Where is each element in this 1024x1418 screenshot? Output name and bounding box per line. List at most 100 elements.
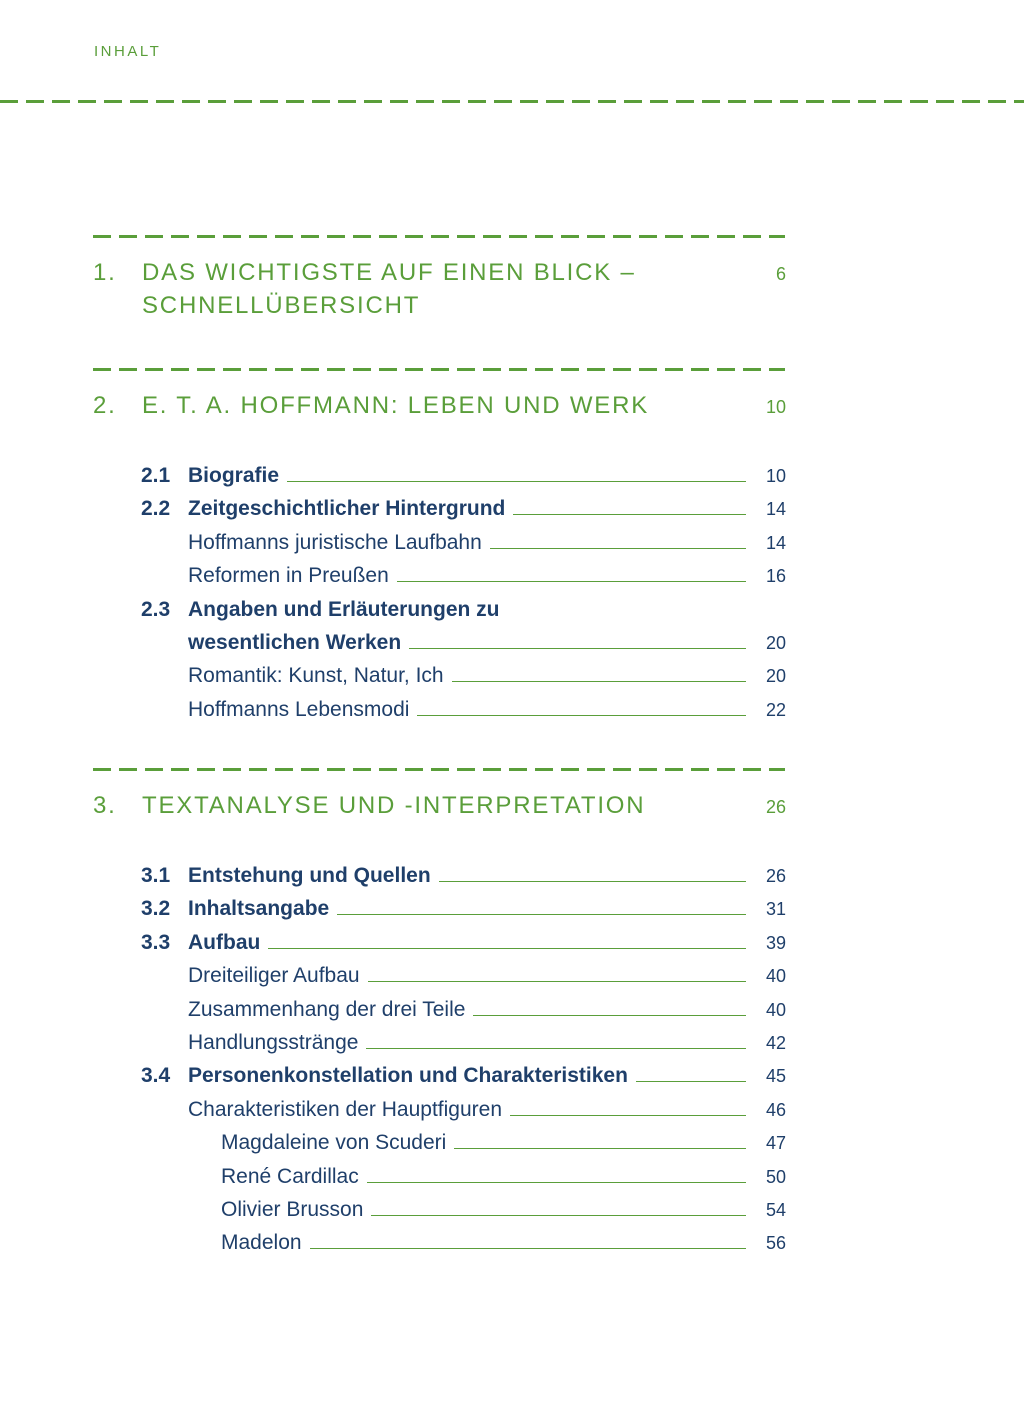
leader-line	[451, 681, 746, 683]
section-divider	[93, 768, 785, 771]
toc-entry[interactable]: 3.3 Aufbau 39	[141, 923, 786, 956]
entry-title: Hoffmanns Lebensmodi	[188, 697, 410, 721]
entry-title: Aufbau	[188, 930, 261, 954]
entry-number: 3.2	[141, 897, 171, 921]
entry-title: Dreiteiliger Aufbau	[188, 964, 360, 988]
entry-page-number: 39	[765, 932, 786, 953]
entry-title: Biografie	[188, 464, 280, 487]
entry-number: 3.4	[141, 1064, 171, 1088]
entry-page-number: 22	[765, 699, 786, 720]
entry-title: Madelon	[221, 1231, 302, 1255]
toc-entry[interactable]: Reformen in Preußen 16	[141, 556, 786, 589]
entry-title: Magdaleine von Scuderi	[221, 1131, 447, 1155]
toc-entry[interactable]: 3.4 Personenkonstellation und Charakteris…	[141, 1056, 786, 1089]
toc-entry[interactable]: 3.2 Inhaltsangabe 31	[141, 889, 786, 922]
section-page-number: 26	[765, 797, 786, 817]
toc-entry[interactable]: Madelon 56	[141, 1223, 786, 1256]
leader-line	[454, 1148, 746, 1150]
entry-page-number: 42	[765, 1033, 786, 1053]
toc-entry[interactable]: 2.1 Biografie 10	[141, 456, 786, 489]
toc-entry[interactable]: Romantik: Kunst, Natur, Ich 20	[141, 656, 786, 689]
header-divider	[0, 100, 1024, 103]
entry-page-number: 50	[765, 1166, 786, 1187]
section-title-line: SCHNELLÜBERSICHT	[142, 292, 421, 319]
entry-page-number: 47	[765, 1133, 786, 1154]
leader-line	[513, 514, 746, 516]
toc-entry[interactable]: Hoffmanns Lebensmodi 22	[141, 690, 786, 723]
section-page-number: 10	[765, 397, 786, 417]
entry-page-number: 40	[765, 999, 786, 1020]
entry-title: Handlungsstränge	[188, 1031, 359, 1054]
leader-line	[309, 1248, 746, 1250]
entry-title: Charakteristiken der Hauptfiguren	[188, 1097, 502, 1121]
section-page-number: 6	[775, 264, 786, 284]
entry-page-number: 46	[765, 1099, 786, 1120]
section-title-line: DAS WICHTIGSTE AUF EINEN BLICK –	[142, 259, 636, 286]
entry-title: Romantik: Kunst, Natur, Ich	[188, 664, 444, 688]
leader-line	[438, 881, 746, 882]
entry-title: Zeitgeschichtlicher Hintergrund	[188, 497, 506, 521]
toc-entry[interactable]: Charakteristiken der Hauptfiguren 46	[141, 1090, 786, 1123]
section-number: 1.	[93, 259, 117, 286]
entry-page-number: 26	[765, 866, 786, 886]
leader-line	[409, 648, 746, 649]
entry-page-number: 40	[765, 966, 786, 987]
entry-number: 2.1	[141, 464, 171, 487]
leader-line	[367, 981, 746, 983]
section-divider	[93, 368, 785, 371]
leader-line	[473, 1014, 746, 1016]
leader-line	[268, 947, 746, 949]
section-number: 3.	[93, 792, 117, 819]
toc-entry[interactable]: 3.1 Entstehung und Quellen 26	[141, 856, 786, 889]
entry-number: 2.3	[141, 597, 171, 621]
section-heading[interactable]: 2. E. T. A. HOFFMANN: LEBEN UND WERK 10	[93, 389, 786, 424]
toc-entry[interactable]: Handlungsstränge 42	[141, 1023, 786, 1056]
entry-title: Angaben und Erläuterungen zu	[188, 597, 500, 621]
entry-page-number: 10	[765, 466, 786, 486]
leader-line	[371, 1215, 746, 1216]
entry-number: 3.3	[141, 930, 171, 954]
toc-entry[interactable]: Dreiteiliger Aufbau 40	[141, 956, 786, 989]
entry-number: 3.1	[141, 864, 171, 887]
entry-title: Zusammenhang der drei Teile	[188, 997, 466, 1021]
leader-line	[635, 1081, 746, 1083]
section-title: E. T. A. HOFFMANN: LEBEN UND WERK	[142, 389, 766, 424]
entry-page-number: 14	[765, 532, 786, 553]
entry-page-number: 56	[765, 1233, 786, 1254]
entry-title: René Cardillac	[221, 1164, 359, 1188]
entry-title: wesentlichen Werken	[188, 631, 402, 654]
entry-number: 2.2	[141, 497, 171, 521]
section-title: TEXTANALYSE UND -INTERPRETATION	[142, 789, 766, 824]
toc-entry[interactable]: Zusammenhang der drei Teile 40	[141, 990, 786, 1023]
section-divider	[93, 235, 785, 238]
entry-title: Personenkonstellation und Charakteristik…	[188, 1064, 628, 1088]
entry-page-number: 20	[765, 633, 786, 653]
leader-line	[417, 714, 746, 716]
entry-page-number: 31	[765, 899, 786, 920]
section-heading[interactable]: 3. TEXTANALYSE UND -INTERPRETATION 26	[93, 789, 786, 824]
entry-page-number: 20	[765, 666, 786, 687]
entry-title: Olivier Brusson	[221, 1198, 364, 1221]
section-title-line: TEXTANALYSE UND -INTERPRETATION	[142, 792, 646, 819]
toc-entry[interactable]: René Cardillac 50	[141, 1157, 786, 1190]
toc-entry[interactable]: Hoffmanns juristische Laufbahn 14	[141, 523, 786, 556]
leader-line	[510, 1114, 746, 1116]
toc-entry[interactable]: Magdaleine von Scuderi 47	[141, 1123, 786, 1156]
toc-entry[interactable]: wesentlichen Werken 20	[141, 623, 786, 656]
toc-entry[interactable]: 2.3 Angaben und Erläuterungen zu	[141, 590, 786, 623]
section-title: DAS WICHTIGSTE AUF EINEN BLICK – SCHNELLÜ…	[142, 256, 776, 322]
toc-entry[interactable]: Olivier Brusson 54	[141, 1190, 786, 1223]
entry-title: Entstehung und Quellen	[188, 864, 431, 887]
leader-line	[366, 1181, 746, 1183]
section-number: 2.	[93, 392, 117, 419]
entry-title: Reformen in Preußen	[188, 564, 389, 588]
leader-line	[396, 581, 746, 583]
entry-title: Hoffmanns juristische Laufbahn	[188, 530, 482, 554]
running-header: INHALT	[94, 43, 162, 60]
entry-page-number: 16	[765, 566, 786, 587]
leader-line	[337, 914, 746, 916]
section-heading[interactable]: 1. DAS WICHTIGSTE AUF EINEN BLICK – SCHNEL…	[93, 256, 786, 322]
entry-title: Inhaltsangabe	[188, 897, 330, 921]
entry-page-number: 45	[765, 1066, 786, 1087]
toc-entry[interactable]: 2.2 Zeitgeschichtlicher Hintergrund 14	[141, 489, 786, 522]
